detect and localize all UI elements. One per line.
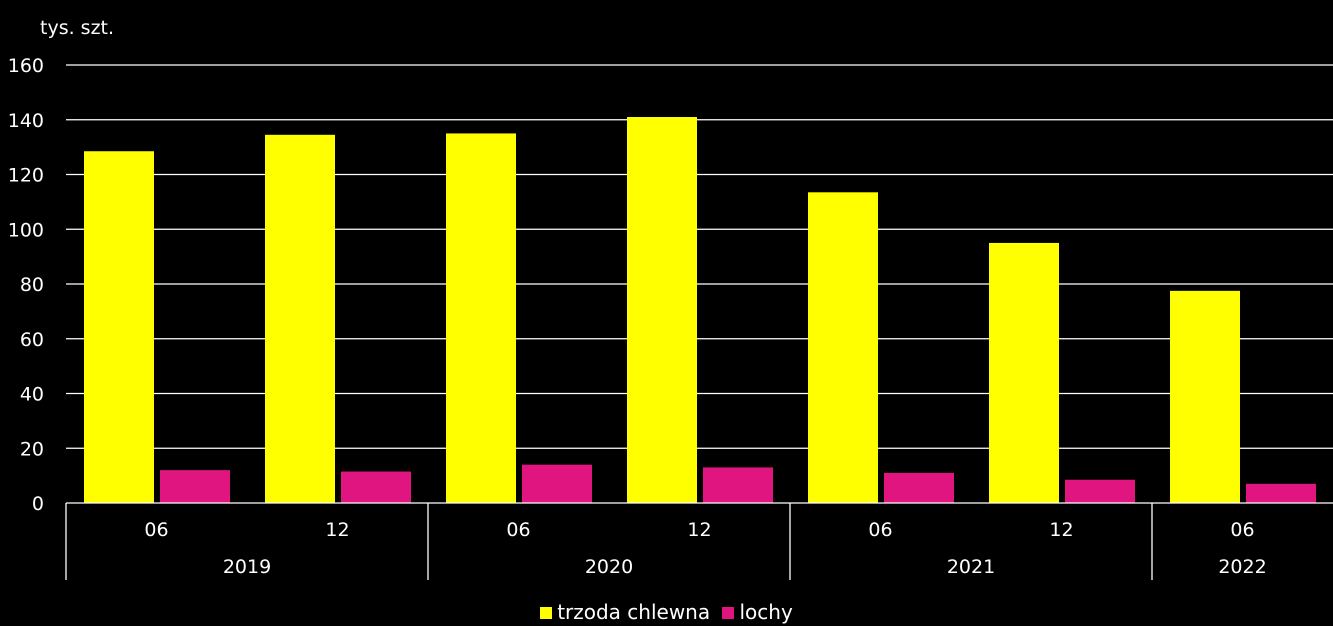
x-tick-label-month: 12	[687, 519, 711, 541]
bar-lochy	[160, 470, 230, 503]
bar-trzoda-chlewna	[446, 133, 516, 503]
y-axis-ticks: 0 20 40 60 80 100 120 140 160	[8, 55, 44, 515]
bar-chart: tys. szt. 0 20 40 60 80 100 120 140 160 06 12 06 12…	[8, 17, 1333, 580]
bar-lochy	[1065, 479, 1135, 503]
y-tick-label: 60	[20, 329, 44, 351]
x-tick-label-month: 12	[325, 519, 349, 541]
bar-trzoda-chlewna	[84, 151, 154, 503]
y-tick-label: 40	[20, 384, 44, 406]
x-tick-label-year: 2020	[585, 556, 633, 578]
legend-item-lochy: lochy	[722, 600, 793, 624]
x-tick-label-month: 06	[868, 519, 892, 541]
bar-lochy	[341, 471, 411, 503]
y-tick-label: 120	[8, 165, 44, 187]
y-tick-label: 20	[20, 438, 44, 460]
legend-swatch-lochy	[722, 607, 735, 619]
bar-trzoda-chlewna	[808, 192, 878, 503]
legend-label-trzoda: trzoda chlewna	[557, 600, 711, 624]
y-tick-label: 80	[20, 274, 44, 296]
x-tick-label-year: 2022	[1218, 556, 1266, 578]
bar-lochy	[703, 467, 773, 503]
x-tick-label-month: 06	[506, 519, 530, 541]
x-tick-label-year: 2019	[223, 556, 271, 578]
y-tick-label: 100	[8, 219, 44, 241]
bar-trzoda-chlewna	[1170, 290, 1240, 503]
bar-lochy	[522, 464, 592, 503]
y-axis-unit-label: tys. szt.	[40, 17, 114, 39]
y-tick-label: 140	[8, 110, 44, 132]
bar-lochy	[884, 472, 954, 503]
x-tick-label-month: 12	[1049, 519, 1073, 541]
legend-label-lochy: lochy	[739, 600, 793, 624]
x-axis: 06 12 06 12 06 12 06 2019 2020 2021 2022	[65, 502, 1333, 580]
x-tick-label-year: 2021	[947, 556, 995, 578]
legend-item-trzoda: trzoda chlewna	[540, 600, 710, 624]
bar-lochy	[1246, 483, 1316, 503]
x-tick-label-month: 06	[144, 519, 168, 541]
gridlines	[66, 64, 1333, 449]
y-tick-label: 0	[32, 493, 44, 515]
legend-swatch-trzoda	[540, 607, 553, 619]
bar-trzoda-chlewna	[265, 134, 335, 503]
bars	[84, 117, 1316, 503]
bar-trzoda-chlewna	[627, 117, 697, 503]
legend: trzoda chlewna lochy	[0, 600, 1333, 624]
y-tick-label: 160	[8, 55, 44, 77]
bar-trzoda-chlewna	[989, 242, 1059, 503]
x-tick-label-month: 06	[1230, 519, 1254, 541]
